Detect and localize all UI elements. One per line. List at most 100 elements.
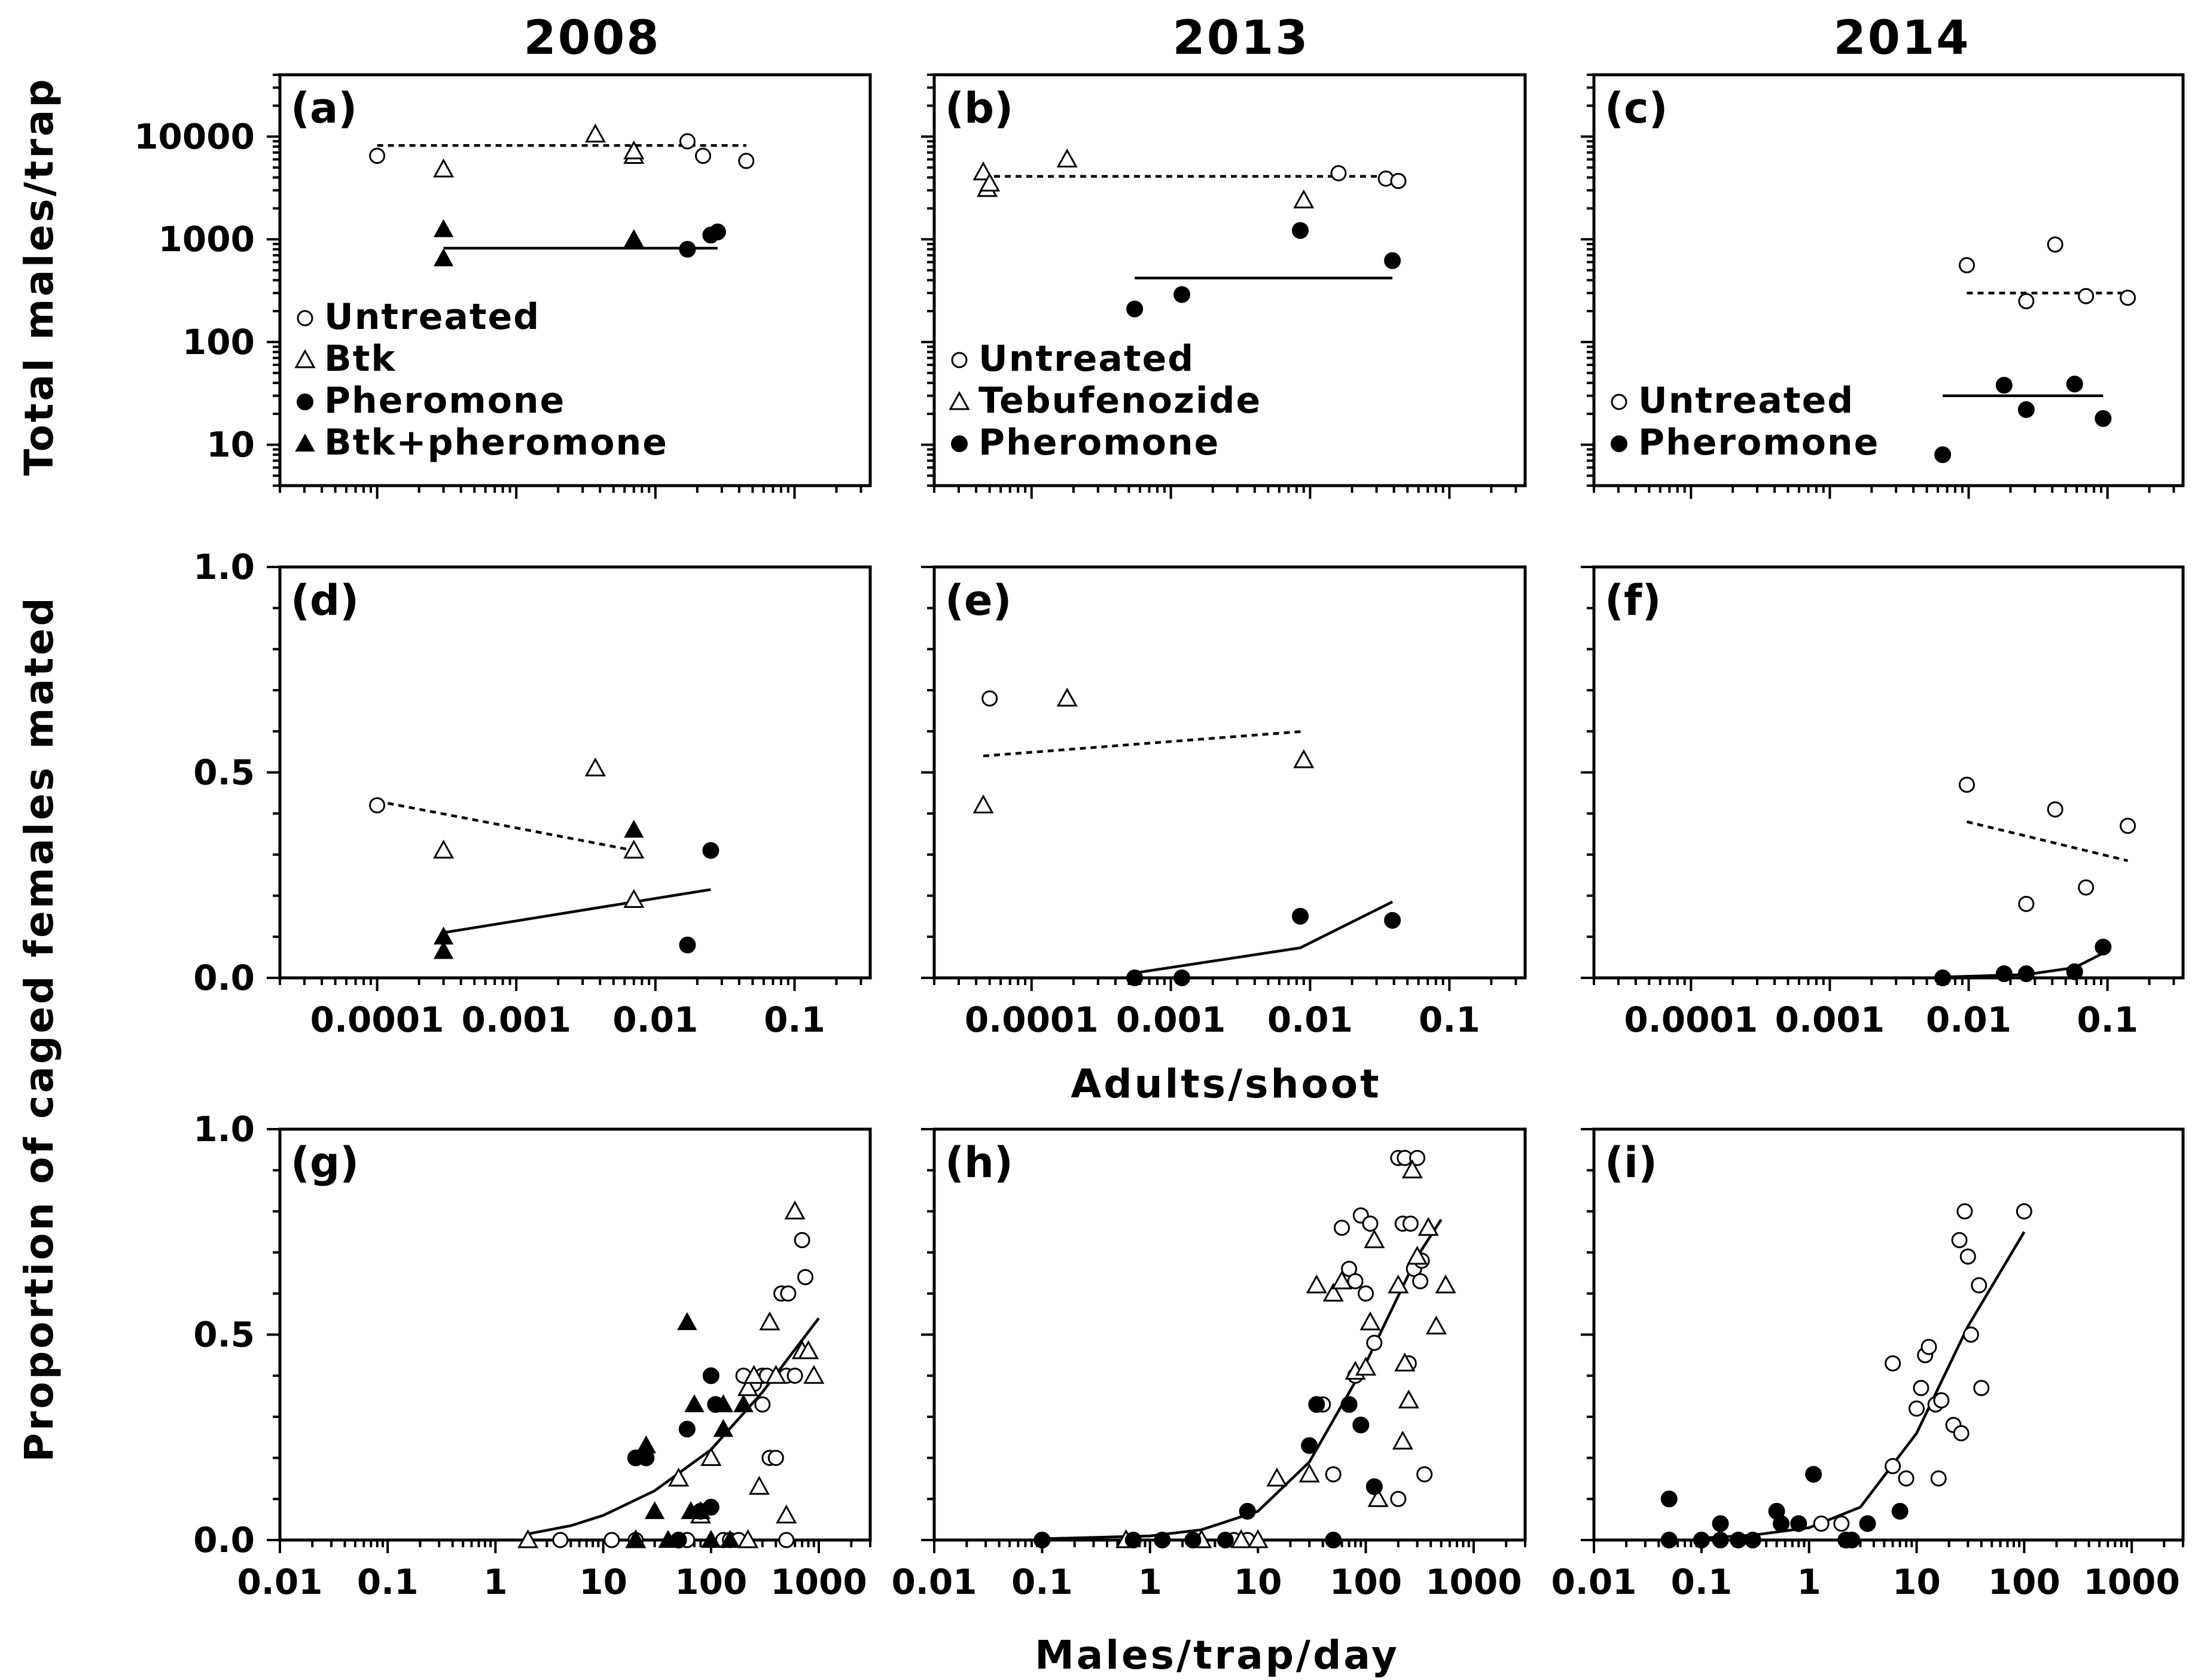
panel-a-point-untreated [694,148,711,164]
panel-b-legend-label-pheromone: Pheromone [978,422,1220,464]
panel-f-point-pheromone [1995,965,2013,983]
panel-c-series-untreated [1958,236,2136,310]
panel-e-series-tebufenozide [973,687,1315,813]
panel-c-point-pheromone [2095,410,2112,427]
panel-e-x-tick-label: 0.0001 [965,999,1099,1040]
panel-g: 0.01 0.1 1 10 100 1000 0.0 0.5 1.0 (g) [193,1109,872,1602]
panel-i-point-pheromone [1891,1502,1909,1520]
panel-i-x-tick-label: 10 [1892,1562,1941,1602]
panel-a-point-btk [623,140,645,160]
panel-e-point-pheromone [1292,907,1309,925]
panel-i-point-untreated [1953,1425,1970,1441]
panels: 10100100010000(a)UntreatedBtkPheromoneBt… [134,73,2185,1602]
panel-i-x-tick-label: 0.1 [1670,1562,1732,1602]
panel-i-x-tick-label: 1000 [2083,1562,2179,1602]
panel-b-legend-label-untreated: Untreated [978,338,1194,380]
panel-i-point-untreated [1933,1392,1950,1408]
panel-g-point-untreated [603,1532,620,1548]
panel-e-x-tick-label: 0.01 [1267,999,1353,1040]
panel-f-fit-pheromone [1943,952,2104,978]
panel-i-point-untreated [1959,1248,1976,1265]
panel-f-point-untreated [2018,895,2035,912]
panel-d: 0.0001 0.001 0.01 0.1 0.0 0.5 1.0 (d) [193,547,872,1040]
panel-f-point-pheromone [1934,969,1952,986]
panel-a-legend-marker-pheromone [297,394,313,410]
panel-g-point-untreated [780,1285,797,1302]
panel-g-x-tick-label: 1000 [770,1562,867,1602]
panel-f-series-untreated [1958,776,2136,912]
panel-g-point-btk [517,1529,539,1548]
panel-d-point-untreated [369,797,386,813]
panel-c-point-pheromone [1995,377,2013,394]
panel-g-tag: (g) [291,1138,359,1187]
panel-h-point-tebufenozide [1230,1529,1252,1548]
panel-d-series-btk-pheromone [433,819,644,959]
panel-b-point-pheromone [1173,286,1191,303]
panel-a-point-btk-pheromone [433,219,454,237]
panel-b-series-tebufenozide [973,148,1315,209]
panel-c-legend-label-pheromone: Pheromone [1638,422,1879,464]
panel-i-point-pheromone [1712,1515,1729,1532]
panel-h-point-untreated [1416,1466,1433,1483]
panel-h-frame [932,1127,1527,1542]
panel-i-point-pheromone [1730,1532,1747,1548]
panel-d-point-btk [433,839,455,859]
panel-b-tag: (b) [945,84,1013,133]
panel-h-point-tebufenozide [1359,1311,1381,1331]
panel-a-tag: (a) [291,84,357,133]
panel-g-point-untreated [767,1450,784,1466]
panel-g-point-btk [748,1475,770,1495]
panel-h-point-tebufenozide [1401,1159,1423,1179]
panel-a-y-tick-label: 10000 [134,116,255,157]
panel-a-point-btk-pheromone [624,229,644,248]
year-title-2008: 2008 [523,11,660,65]
panel-d-x-tick-label: 0.01 [612,999,698,1040]
panel-e-fit-pheromone [1134,900,1394,975]
panel-e-fit-untreated [983,730,1304,758]
panel-h-point-pheromone [1365,1478,1383,1495]
panel-f-x-tick-label: 0.001 [1775,999,1885,1040]
panel-f-fit-untreated [1966,820,2129,862]
panel-a-point-pheromone [679,240,696,258]
panel-a-legend-marker-untreated [297,310,313,327]
year-title-2013: 2013 [1172,11,1309,65]
panel-h-point-tebufenozide [1407,1245,1428,1265]
panel-a-series-pheromone [679,223,726,258]
panel-h-point-untreated [1347,1273,1364,1289]
panel-f-point-untreated [1958,776,1975,793]
panel-a-legend-label-untreated: Untreated [324,296,540,338]
panel-h-point-tebufenozide [1435,1274,1456,1294]
panel-h-point-tebufenozide [1388,1274,1409,1294]
panel-d-point-pheromone [702,842,720,859]
panel-h-series-pheromone [1034,1396,1383,1548]
panel-i-point-untreated [1956,1203,1973,1219]
panel-i-point-untreated [1885,1355,1901,1372]
panel-h-point-untreated [1325,1466,1342,1483]
panel-i-point-untreated [2016,1203,2032,1219]
panel-g-point-btk-pheromone [713,1419,734,1437]
panel-b-point-pheromone [1384,252,1401,269]
panel-a-series-btk-pheromone [433,219,644,267]
panel-d-point-btk-pheromone [624,819,644,838]
panel-b-point-tebufenozide [1293,189,1315,209]
panel-g-point-btk [765,1365,786,1384]
panel-h-point-tebufenozide [1425,1315,1447,1335]
x-axis-title-bottom: Males/trap/day [1035,1632,1400,1678]
panel-h-point-tebufenozide [1331,1270,1353,1289]
panel-b-legend-marker-untreated [951,352,968,368]
panel-g-point-untreated [794,1231,810,1248]
panel-a-y-tick-label: 1000 [158,219,255,260]
panel-i-x-tick-label: 0.01 [1551,1562,1636,1602]
panel-d-series-btk [433,757,645,908]
panel-g-point-btk [737,1529,759,1548]
panel-a-legend-label-btk-pheromone: Btk+pheromone [324,422,668,464]
panel-i-point-untreated [1930,1470,1947,1487]
panel-g-series-btk-pheromone [626,1312,754,1548]
panel-g-point-untreated [778,1532,795,1548]
panel-e: 0.0001 0.001 0.01 0.1 (e) [921,565,1527,1040]
